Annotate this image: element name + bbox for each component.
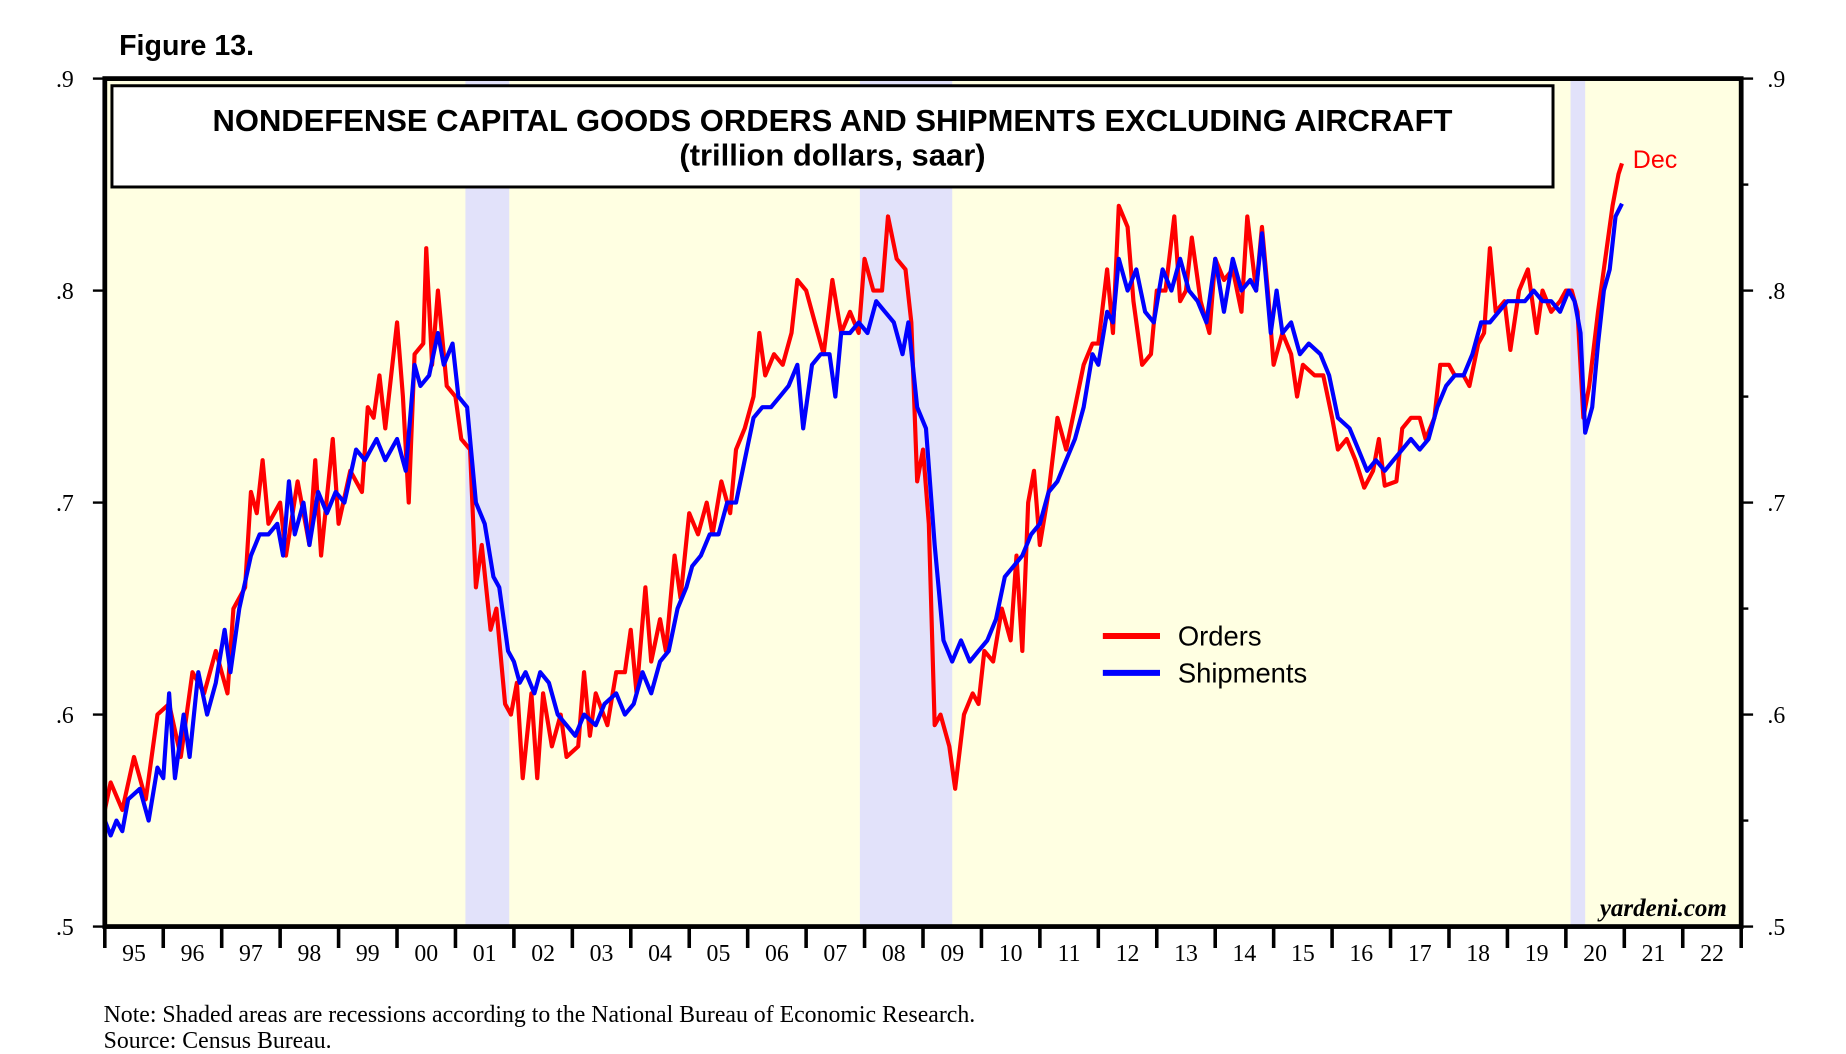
x-tick-label: 07 xyxy=(823,941,847,967)
x-tick-label: 14 xyxy=(1233,941,1257,967)
end-annotation: Dec xyxy=(1633,146,1677,174)
x-tick-label: 22 xyxy=(1700,941,1724,967)
y-tick-label-left: .6 xyxy=(56,703,74,729)
y-tick-label-left: .8 xyxy=(56,279,74,305)
recession-band xyxy=(859,78,953,927)
x-tick-label: 08 xyxy=(882,941,906,967)
x-tick-label: 98 xyxy=(297,941,321,967)
x-tick-label: 02 xyxy=(531,941,555,967)
chart-title: NONDEFENSE CAPITAL GOODS ORDERS AND SHIP… xyxy=(213,103,1453,138)
chart-subtitle: (trillion dollars, saar) xyxy=(679,138,985,173)
legend-label-orders: Orders xyxy=(1178,621,1262,652)
x-tick-label: 03 xyxy=(590,941,614,967)
y-tick-label-right: .7 xyxy=(1767,491,1785,517)
x-tick-label: 05 xyxy=(707,941,731,967)
y-tick-label-left: .7 xyxy=(56,491,74,517)
x-tick-label: 11 xyxy=(1058,941,1081,967)
series-line-shipments xyxy=(102,202,1624,838)
x-tick-label: 10 xyxy=(999,941,1023,967)
figure-label: Figure 13. xyxy=(119,30,254,62)
legend: Orders Shipments xyxy=(1102,621,1307,688)
x-tick-label: 04 xyxy=(648,941,672,967)
x-tick-label: 96 xyxy=(181,941,205,967)
x-tick-label: 06 xyxy=(765,941,789,967)
x-tick-label: 15 xyxy=(1291,941,1315,967)
x-tick-label: 21 xyxy=(1642,941,1666,967)
x-tick-label: 13 xyxy=(1174,941,1198,967)
x-tick-label: 18 xyxy=(1466,941,1490,967)
y-tick-label-left: .9 xyxy=(56,67,74,93)
x-tick-label: 16 xyxy=(1349,941,1373,967)
x-tick-label: 95 xyxy=(122,941,146,967)
x-tick-label: 09 xyxy=(940,941,964,967)
note-text: Note: Shaded areas are recessions accord… xyxy=(104,1002,976,1028)
recession-band xyxy=(1570,78,1586,927)
x-tick-label: 01 xyxy=(473,941,497,967)
title-box xyxy=(110,84,1555,189)
legend-label-shipments: Shipments xyxy=(1178,657,1307,688)
x-tick-label: 20 xyxy=(1583,941,1607,967)
plot-border xyxy=(102,76,1744,929)
y-tick-label-right: .8 xyxy=(1767,279,1785,305)
series-line-orders xyxy=(102,162,1624,813)
x-tick-label: 19 xyxy=(1525,941,1549,967)
y-tick-label-right: .6 xyxy=(1767,703,1785,729)
x-tick-label: 97 xyxy=(239,941,263,967)
series-lines xyxy=(102,162,1624,838)
watermark: yardeni.com xyxy=(1597,895,1727,922)
x-tick-label: 00 xyxy=(414,941,438,967)
x-tick-label: 99 xyxy=(356,941,380,967)
x-tick-label: 17 xyxy=(1408,941,1432,967)
recession-shading xyxy=(465,78,1586,927)
y-tick-label-right: .9 xyxy=(1767,67,1785,93)
axis-ticks: .5 .5 .6 .6 .7 .7 .8 .8 .9 .9 95 96 97 98 99 00 01 02 03 04… xyxy=(56,67,1785,967)
source-text: Source: Census Bureau. xyxy=(104,1028,332,1054)
y-tick-label-left: .5 xyxy=(56,915,74,941)
x-tick-label: 12 xyxy=(1116,941,1140,967)
y-tick-label-right: .5 xyxy=(1767,915,1785,941)
